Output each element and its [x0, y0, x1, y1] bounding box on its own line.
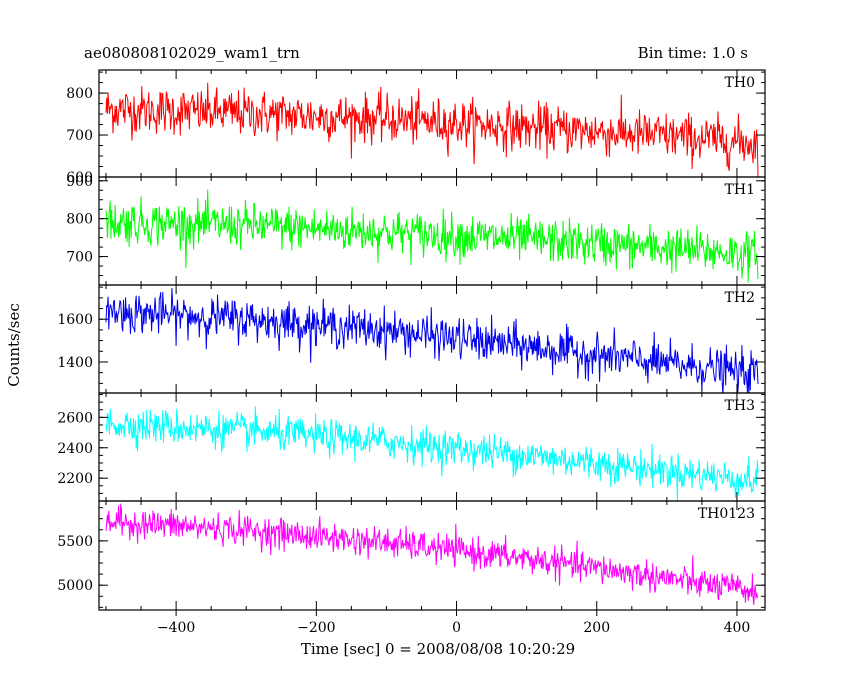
series-line-th0 [105, 82, 759, 177]
panel-frame [98, 284, 766, 394]
panel-name: TH1 [725, 182, 755, 198]
panel-name: TH0 [725, 75, 755, 91]
y-tick-label: 600 [66, 170, 93, 186]
y-tick-label: 800 [66, 212, 93, 228]
panel-name: TH3 [725, 398, 755, 414]
bin-time-label: Bin time: 1.0 s [637, 44, 748, 62]
y-tick-label: 700 [66, 250, 93, 266]
panel-name: TH0123 [698, 506, 755, 522]
series-line-th0123 [105, 503, 759, 605]
x-tick-label: 400 [724, 620, 751, 636]
y-tick-label: 5500 [57, 534, 93, 550]
y-tick-label: 700 [66, 128, 93, 144]
panel-frame [98, 392, 766, 502]
y-tick-label: 5000 [57, 578, 93, 594]
x-tick-label: 0 [452, 620, 461, 636]
x-tick-label: −400 [157, 620, 195, 636]
series-line-th3 [105, 406, 759, 501]
panel-frame [98, 500, 766, 611]
y-tick-label: 900 [66, 174, 93, 190]
y-tick-label: 1600 [57, 312, 93, 328]
plot-title: ae080808102029_wam1_trn [84, 44, 300, 62]
x-axis-label: Time [sec] 0 = 2008/08/08 10:20:29 [300, 640, 576, 658]
x-tick-label: 200 [583, 620, 610, 636]
y-tick-label: 2600 [57, 410, 93, 426]
series-line-th1 [105, 189, 759, 283]
y-tick-label: 2400 [57, 441, 93, 457]
y-tick-label: 800 [66, 86, 93, 102]
series-line-th2 [105, 287, 759, 393]
y-tick-label: 1400 [57, 355, 93, 371]
x-tick-label: −200 [297, 620, 335, 636]
y-axis-label: Counts/sec [5, 303, 23, 387]
y-tick-label: 2200 [57, 471, 93, 487]
panel-name: TH2 [725, 290, 755, 306]
